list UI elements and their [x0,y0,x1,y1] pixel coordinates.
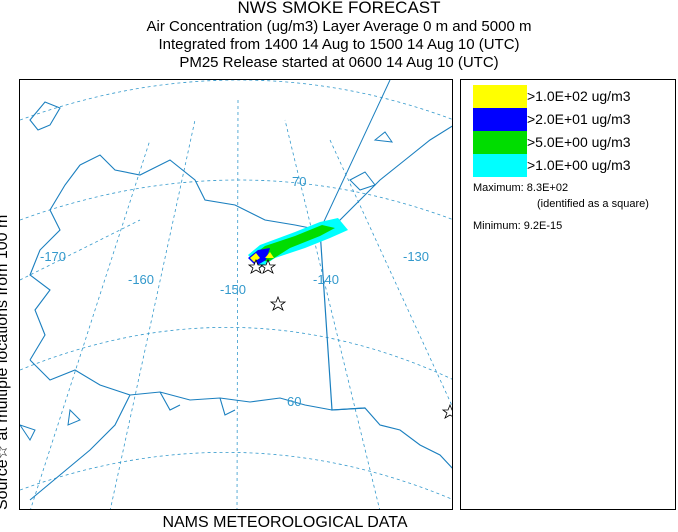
legend-row-2: >2.0E+01 ug/m3 [473,108,663,131]
map-panel: 70 60 -170 -160 -150 -140 -130 [19,79,453,510]
lat-label-60: 60 [287,394,301,409]
smoke-plume [248,218,348,268]
alaska-map: 70 60 -170 -160 -150 -140 -130 [20,80,452,509]
legend-row-1: >1.0E+02 ug/m3 [473,85,663,108]
legend-label-2: >2.0E+01 ug/m3 [527,111,631,127]
source-side-label: Source☆ at multiple locations from 100 m [0,215,11,510]
lon-label-170: -170 [40,249,66,264]
longitude-lines [20,99,452,509]
legend-swatch-blue [473,108,527,131]
legend-swatch-cyan [473,154,527,177]
legend-row-4: >1.0E+00 ug/m3 [473,154,663,177]
legend-label-1: >1.0E+02 ug/m3 [527,88,631,104]
legend-swatch-yellow [473,85,527,108]
forecast-title: NWS SMOKE FORECAST [237,0,441,17]
islands [20,131,394,441]
lon-label-140: -140 [313,272,339,287]
concentration-line: Air Concentration (ug/m3) Layer Average … [146,18,532,35]
legend-row-3: >5.0E+00 ug/m3 [473,131,663,154]
alaska-coastline [29,101,452,501]
legend-swatch-green [473,131,527,154]
latitude-lines [20,80,452,500]
lon-label-130: -130 [403,249,429,264]
source-star-4 [441,403,452,419]
minimum-label: Minimum: 9.2E-15 [473,220,563,232]
legend-panel: >1.0E+02 ug/m3 >2.0E+01 ug/m3 >5.0E+00 u… [460,79,676,510]
integration-line: Integrated from 1400 14 Aug to 1500 14 A… [158,36,520,53]
lon-label-160: -160 [128,272,154,287]
source-star-3 [269,295,287,311]
source-markers [247,258,452,419]
canada-border [319,229,366,411]
meridian-border [319,80,391,231]
lat-label-70: 70 [292,174,306,189]
maximum-label: Maximum: 8.3E+02 [473,182,569,194]
meteorological-data-label: NAMS METEOROLOGICAL DATA [162,514,408,531]
source-star-2 [259,258,277,274]
lon-label-150: -150 [220,282,246,297]
legend-label-3: >5.0E+00 ug/m3 [527,134,631,150]
release-line: PM25 Release started at 0600 14 Aug 10 (… [179,54,499,71]
maximum-note: (identified as a square) [537,198,649,210]
legend-label-4: >1.0E+00 ug/m3 [527,157,631,173]
